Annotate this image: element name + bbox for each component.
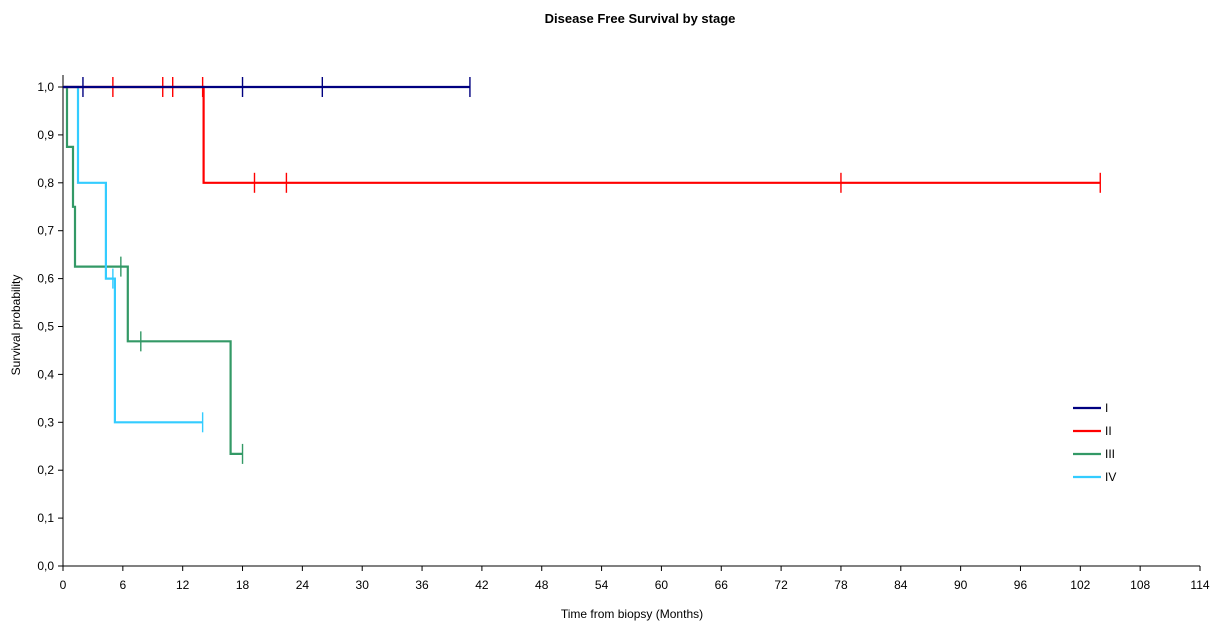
- legend-label-II: II: [1105, 424, 1112, 438]
- x-tick-label: 18: [236, 578, 250, 592]
- y-tick-label: 0,1: [37, 511, 54, 525]
- y-tick-label: 0,4: [37, 367, 54, 381]
- chart-title: Disease Free Survival by stage: [545, 11, 736, 26]
- y-tick-label: 0,7: [37, 224, 54, 238]
- y-tick-label: 0,2: [37, 463, 54, 477]
- x-tick-label: 90: [954, 578, 968, 592]
- y-tick-label: 0,0: [37, 559, 54, 573]
- series-line-II: [63, 85, 1101, 184]
- series-line-IV: [63, 85, 203, 424]
- x-tick-label: 60: [655, 578, 669, 592]
- x-tick-label: 36: [415, 578, 429, 592]
- series-line-III: [63, 85, 243, 455]
- y-tick-label: 0,3: [37, 415, 54, 429]
- legend-label-IV: IV: [1105, 470, 1116, 484]
- legend-label-I: I: [1105, 401, 1108, 415]
- x-tick-label: 114: [1190, 578, 1209, 592]
- x-ticks: 0 6 12 18 24 30 36 42 48 54 60 66 72 78 84 90 96 102 108 11…: [60, 566, 1210, 592]
- x-tick-label: 72: [774, 578, 788, 592]
- x-tick-label: 108: [1130, 578, 1150, 592]
- x-tick-label: 42: [475, 578, 489, 592]
- y-tick-label: 1,0: [37, 80, 54, 94]
- y-tick-label: 0,9: [37, 128, 54, 142]
- x-tick-label: 0: [60, 578, 67, 592]
- x-tick-label: 96: [1014, 578, 1028, 592]
- x-tick-label: 84: [894, 578, 908, 592]
- y-axis-label: Survival probability: [9, 275, 23, 376]
- x-tick-label: 48: [535, 578, 549, 592]
- y-ticks: 0,0 0,1 0,2 0,3 0,4 0,5 0,6 0,7 0,8 0,9 1,0: [37, 80, 63, 573]
- x-tick-label: 78: [834, 578, 848, 592]
- y-tick-label: 0,5: [37, 320, 54, 334]
- x-tick-label: 12: [176, 578, 190, 592]
- x-tick-label: 6: [119, 578, 126, 592]
- y-tick-label: 0,8: [37, 176, 54, 190]
- x-axis-label: Time from biopsy (Months): [561, 607, 703, 621]
- x-tick-label: 66: [715, 578, 729, 592]
- x-tick-label: 24: [296, 578, 310, 592]
- x-tick-label: 102: [1070, 578, 1090, 592]
- x-tick-label: 30: [356, 578, 370, 592]
- series-layer: [63, 77, 1101, 464]
- y-tick-label: 0,6: [37, 272, 54, 286]
- legend-label-III: III: [1105, 447, 1115, 461]
- x-tick-label: 54: [595, 578, 609, 592]
